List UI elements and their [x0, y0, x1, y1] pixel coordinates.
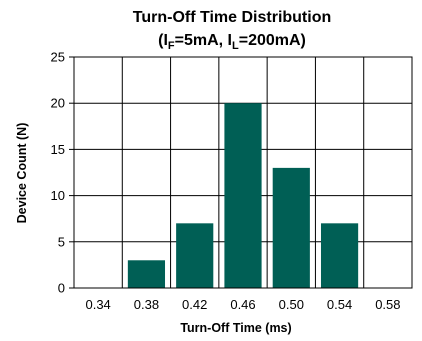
- y-tick-label: 20: [51, 96, 65, 111]
- title-open: (I: [158, 32, 168, 49]
- x-axis-title: Turn-Off Time (ms): [180, 321, 291, 335]
- y-axis-title: Device Count (N): [15, 123, 29, 224]
- x-tick-label: 0.34: [85, 297, 110, 312]
- x-tick-label: 0.50: [279, 297, 304, 312]
- bars: [127, 103, 359, 288]
- y-tick-label: 10: [51, 188, 65, 203]
- y-tick-label: 25: [51, 50, 65, 65]
- title-middle: =5mA, I: [175, 32, 232, 49]
- chart-title-line-2: (IF=5mA, IL=200mA): [158, 32, 306, 52]
- bar-0.54: [320, 223, 359, 288]
- title-close: =200mA): [239, 32, 306, 49]
- plot-frame: [73, 56, 413, 289]
- title-subscript-l: L: [232, 40, 239, 52]
- bar-0.42: [176, 223, 214, 288]
- y-tick-labels: 0 5 10 15 20 25: [51, 50, 74, 296]
- title-subscript-f: F: [168, 40, 175, 52]
- x-tick-label: 0.54: [327, 297, 352, 312]
- y-tick-label: 0: [58, 281, 65, 296]
- chart-title-line-1: Turn-Off Time Distribution: [133, 9, 332, 26]
- x-tick-label: 0.42: [182, 297, 207, 312]
- x-tick-label: 0.38: [134, 297, 159, 312]
- y-tick-label: 15: [51, 142, 65, 157]
- x-tick-labels: 0.34 0.38 0.42 0.46 0.50 0.54 0.58: [85, 297, 400, 312]
- y-tick-label: 5: [58, 234, 65, 249]
- bar-0.50: [272, 167, 310, 288]
- bar-0.46: [224, 103, 262, 288]
- x-tick-label: 0.46: [230, 297, 255, 312]
- bar-0.38: [127, 260, 166, 288]
- x-tick-label: 0.58: [375, 297, 400, 312]
